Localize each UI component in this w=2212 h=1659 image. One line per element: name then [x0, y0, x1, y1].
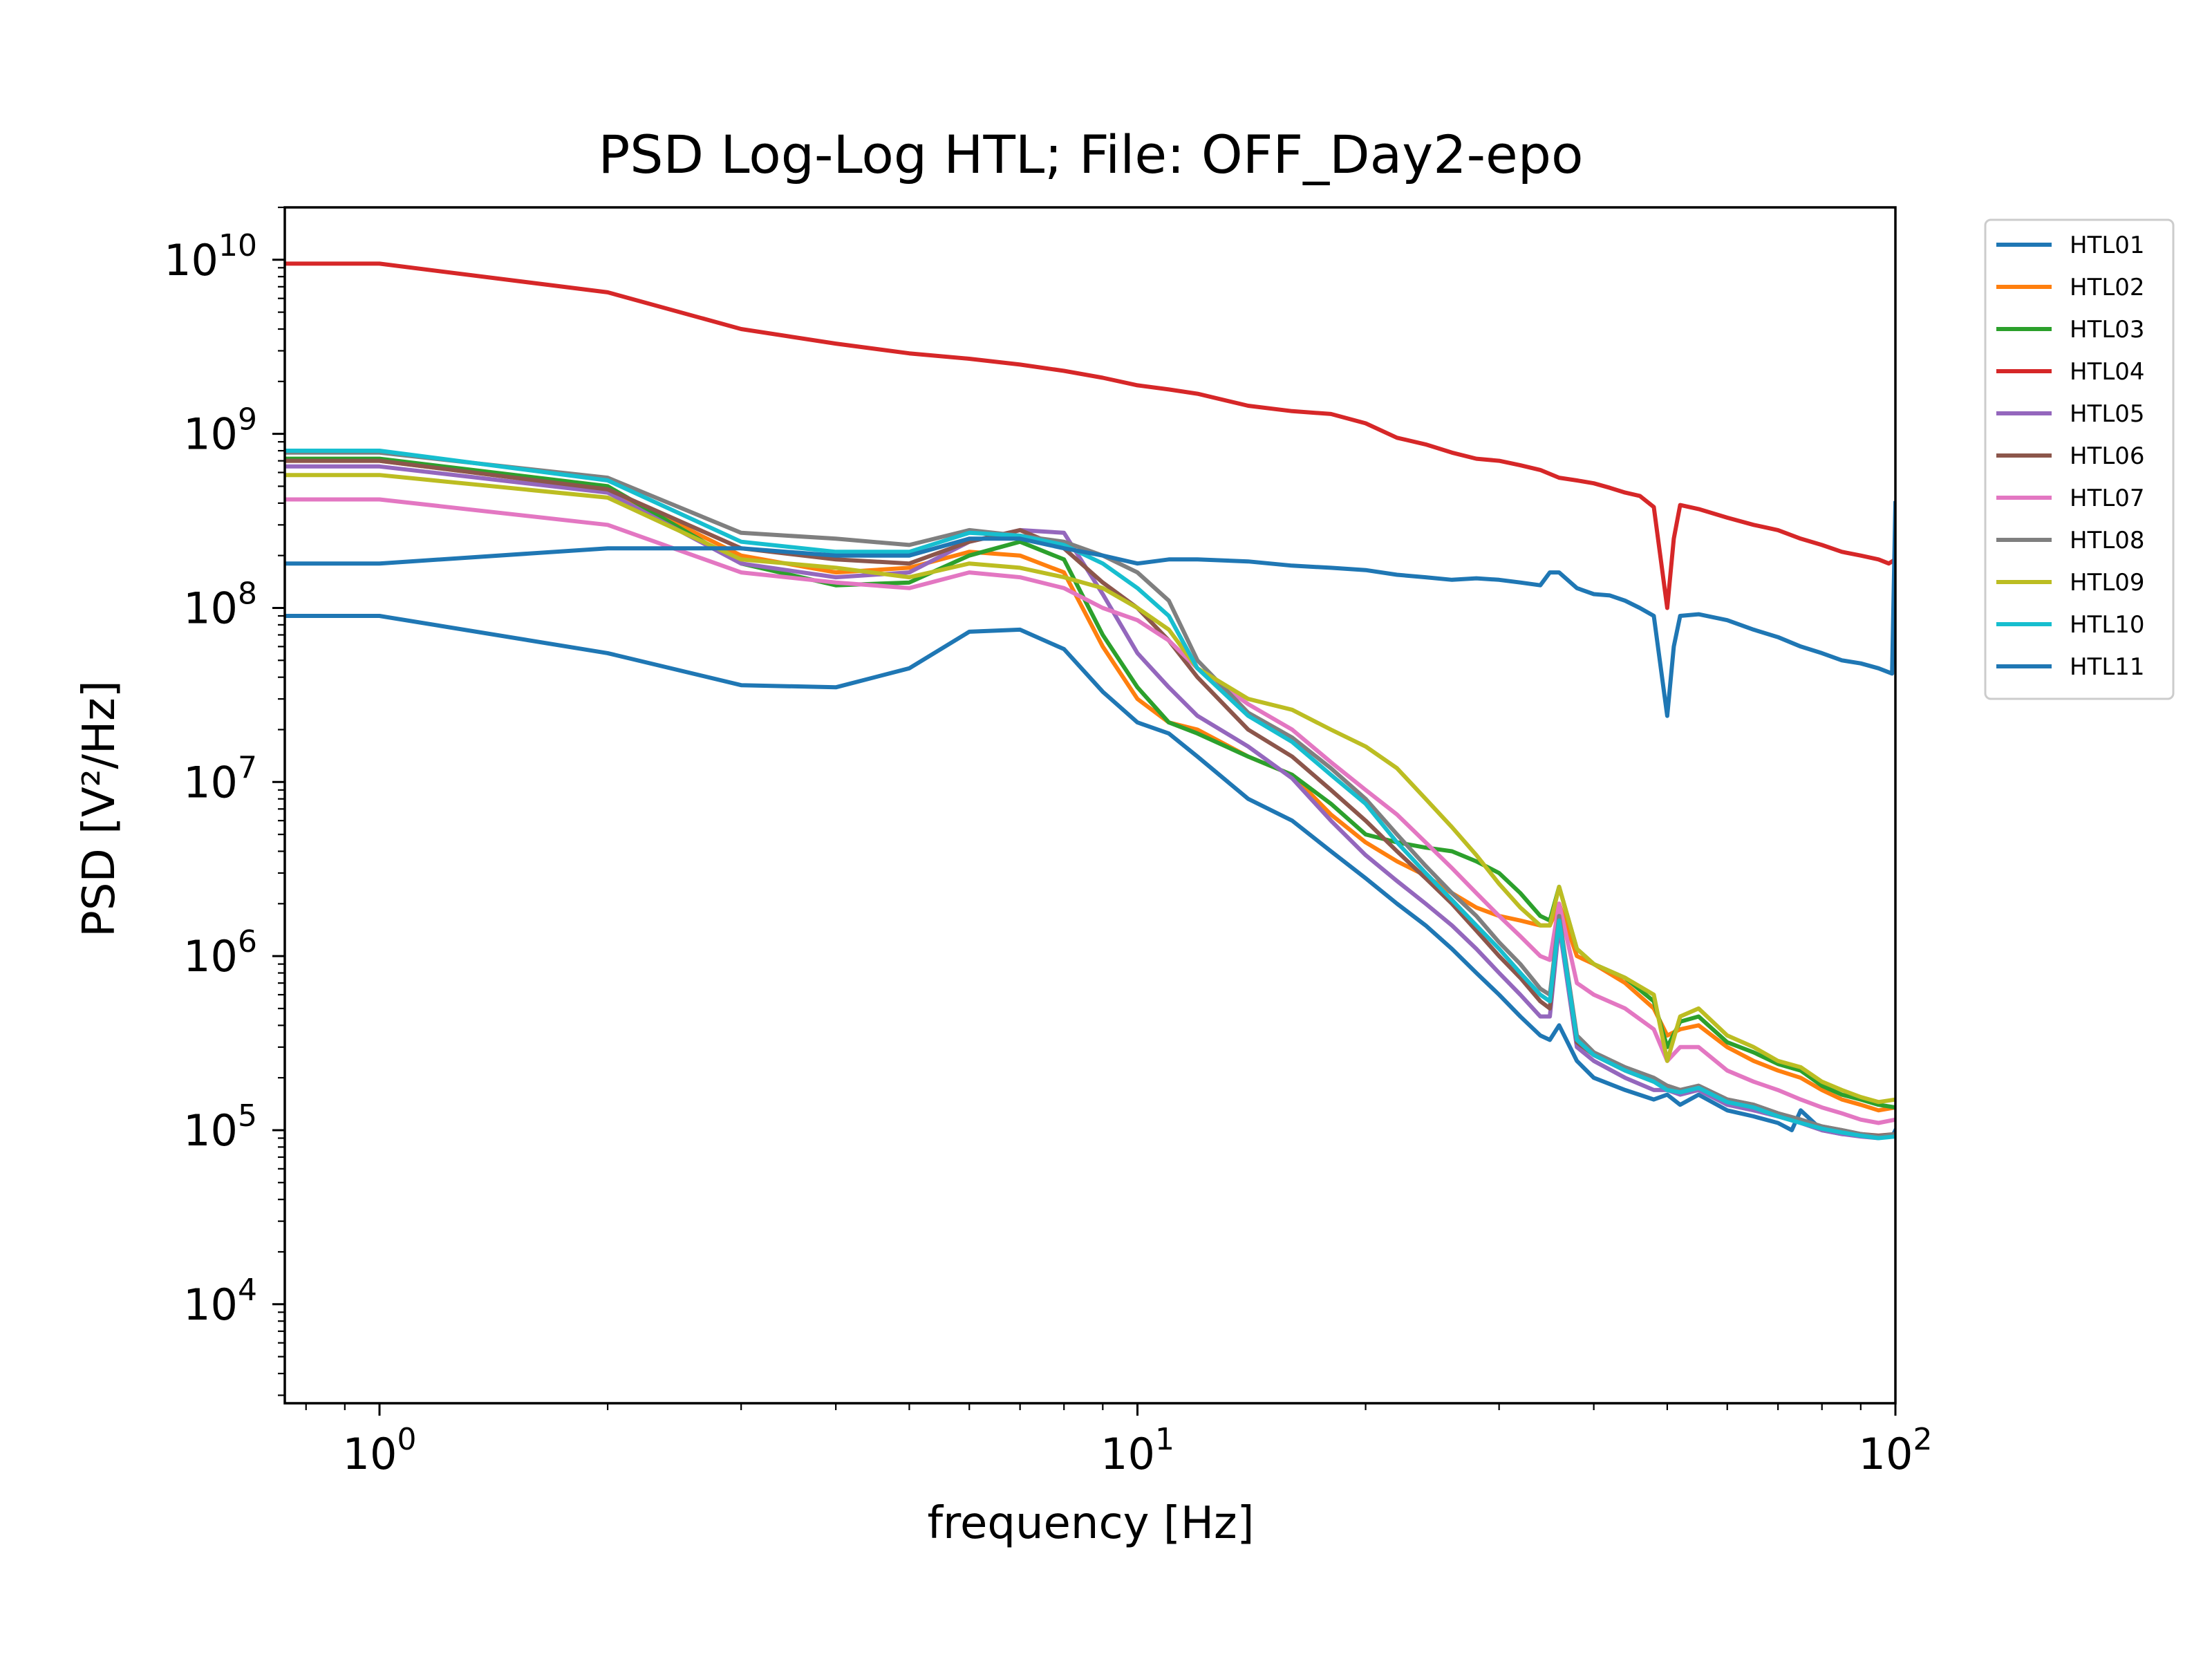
y-tick-label: 104 [183, 1273, 257, 1330]
axis-ticks: 100 101 102 104 105 106 107 108 109 1010 [164, 206, 1933, 1479]
series-line-htl04 [285, 261, 1895, 610]
series-line-htl01 [285, 614, 1895, 1139]
series-line-htl11 [285, 500, 1895, 718]
legend-label: HTL11 [2070, 653, 2145, 681]
y-tick-label: 105 [183, 1098, 257, 1156]
legend-label: HTL06 [2070, 442, 2145, 470]
x-tick-label: 100 [343, 1422, 417, 1479]
plot-frame [283, 206, 1897, 1405]
legend-label: HTL10 [2070, 611, 2145, 639]
y-tick-label: 1010 [164, 228, 257, 285]
legend-label: HTL05 [2070, 400, 2145, 428]
x-tick-label: 101 [1100, 1422, 1174, 1479]
y-tick-label: 107 [183, 750, 257, 807]
legend-label: HTL03 [2070, 316, 2145, 344]
series-lines [285, 261, 1895, 1141]
y-tick-label: 106 [183, 924, 257, 982]
x-tick-label: 102 [1859, 1422, 1933, 1479]
legend-label: HTL01 [2070, 232, 2145, 259]
series-line-htl09 [285, 473, 1895, 1105]
legend-label: HTL09 [2070, 569, 2145, 597]
x-axis-label: frequency [Hz] [928, 1498, 1255, 1549]
legend-label: HTL04 [2070, 358, 2145, 386]
chart-title: PSD Log-Log HTL; File: OFF_Day2-epo [598, 124, 1583, 185]
y-tick-label: 109 [183, 402, 257, 460]
series-line-htl07 [285, 497, 1895, 1125]
y-axis-label: PSD [V²/Hz] [74, 680, 125, 937]
y-tick-label: 108 [183, 576, 257, 633]
legend-label: HTL08 [2070, 527, 2145, 554]
series-line-htl10 [285, 449, 1895, 1141]
legend-box [1984, 218, 2175, 700]
legend: HTL01 HTL02 HTL03 HTL04 HTL05 HTL06 HTL07 HTL08… [1984, 218, 2175, 700]
legend-label: HTL02 [2070, 274, 2145, 301]
legend-label: HTL07 [2070, 485, 2145, 512]
series-line-htl02 [285, 458, 1895, 1113]
